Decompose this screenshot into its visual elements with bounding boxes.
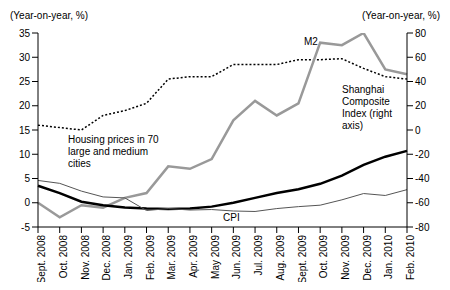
svg-text:Nov. 2008: Nov. 2008: [80, 235, 91, 280]
html-text:Shanghai Composite Index (righ: Shanghai Composite Index (right axis): [342, 84, 392, 131]
svg-text:0: 0: [24, 197, 30, 208]
html-text:(Year-on-year, %): (Year-on-year, %): [10, 10, 88, 21]
svg-text:Jul. 2009: Jul. 2009: [253, 235, 264, 276]
svg-text:15: 15: [19, 125, 31, 136]
html-text:(Year-on-year, %): (Year-on-year, %): [362, 10, 440, 21]
svg-text:Feb. 2009: Feb. 2009: [145, 235, 156, 280]
svg-text:-20: -20: [415, 149, 430, 160]
svg-text:Jan. 2009: Jan. 2009: [123, 235, 134, 279]
svg-text:Aug. 2009: Aug. 2009: [275, 235, 286, 281]
html-text:CPI: CPI: [223, 212, 240, 223]
svg-text:60: 60: [415, 52, 427, 63]
svg-text:-60: -60: [415, 197, 430, 208]
svg-text:20: 20: [415, 100, 427, 111]
svg-text:-80: -80: [415, 222, 430, 233]
svg-text:20: 20: [19, 100, 31, 111]
svg-text:Sept. 2009: Sept. 2009: [297, 235, 308, 282]
svg-text:May 2009: May 2009: [210, 235, 221, 279]
svg-text:80: 80: [415, 28, 427, 39]
html-text:Housing prices in 70 large and: Housing prices in 70 large and medium ci…: [68, 134, 159, 169]
svg-text:Dec. 2009: Dec. 2009: [362, 235, 373, 281]
svg-text:-5: -5: [21, 222, 30, 233]
svg-text:35: 35: [19, 28, 31, 39]
svg-text:Apr. 2009: Apr. 2009: [188, 235, 199, 278]
svg-text:Oct. 2009: Oct. 2009: [318, 235, 329, 279]
svg-text:25: 25: [19, 76, 31, 87]
svg-text:Feb. 2010: Feb. 2010: [405, 235, 416, 280]
html-text:M2: M2: [304, 36, 318, 47]
svg-text:Jan. 2010: Jan. 2010: [383, 235, 394, 279]
svg-text:30: 30: [19, 52, 31, 63]
svg-text:Jun. 2009: Jun. 2009: [231, 235, 242, 279]
svg-text:Oct. 2008: Oct. 2008: [58, 235, 69, 279]
svg-text:40: 40: [415, 76, 427, 87]
svg-text:Mar. 2009: Mar. 2009: [166, 235, 177, 280]
svg-text:0: 0: [415, 125, 421, 136]
svg-text:10: 10: [19, 149, 31, 160]
svg-text:5: 5: [24, 173, 30, 184]
svg-text:Sept. 2008: Sept. 2008: [36, 235, 47, 282]
svg-text:-40: -40: [415, 173, 430, 184]
svg-text:Dec. 2008: Dec. 2008: [101, 235, 112, 281]
svg-text:Nov. 2009: Nov. 2009: [340, 235, 351, 280]
